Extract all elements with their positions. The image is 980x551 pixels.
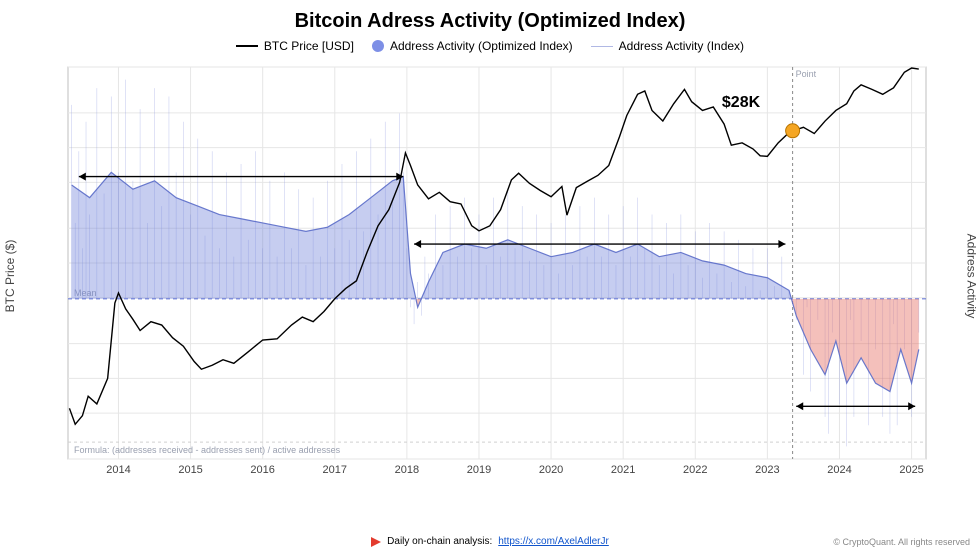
svg-text:Point: Point [796, 69, 817, 79]
legend-item-optimized: Address Activity (Optimized Index) [372, 39, 573, 53]
svg-text:2020: 2020 [539, 464, 563, 476]
footer-link[interactable]: https://x.com/AxelAdlerJr [498, 536, 609, 547]
svg-text:2023: 2023 [755, 464, 779, 476]
legend: BTC Price [USD] Address Activity (Optimi… [0, 39, 980, 53]
y-axis-right-label: Address Activity [965, 233, 979, 318]
svg-text:2018: 2018 [395, 464, 419, 476]
svg-text:2019: 2019 [467, 464, 491, 476]
svg-text:2024: 2024 [827, 464, 851, 476]
svg-text:2016: 2016 [250, 464, 274, 476]
legend-item-price: BTC Price [USD] [236, 39, 354, 53]
svg-text:2021: 2021 [611, 464, 635, 476]
play-icon [371, 537, 381, 547]
svg-text:Formula: (addresses received -: Formula: (addresses received - addresses… [74, 445, 341, 455]
svg-text:2015: 2015 [178, 464, 202, 476]
dot-icon [372, 40, 384, 52]
line-icon [236, 45, 258, 47]
chart-svg: 4010020040010002K4K10K20K40K100K-0.2500.… [64, 61, 930, 481]
copyright: © CryptoQuant. All rights reserved [833, 537, 970, 547]
svg-text:2022: 2022 [683, 464, 707, 476]
footer-text: Daily on-chain analysis: [387, 536, 492, 547]
svg-text:2014: 2014 [106, 464, 130, 476]
thin-line-icon [591, 46, 613, 47]
legend-item-index: Address Activity (Index) [591, 39, 744, 53]
svg-text:$28K: $28K [722, 94, 761, 111]
legend-label: Address Activity (Optimized Index) [390, 39, 573, 53]
svg-text:2025: 2025 [899, 464, 923, 476]
svg-text:2017: 2017 [323, 464, 347, 476]
y-axis-left-label: BTC Price ($) [3, 239, 17, 312]
legend-label: Address Activity (Index) [619, 39, 744, 53]
legend-label: BTC Price [USD] [264, 39, 354, 53]
chart-area: 4010020040010002K4K10K20K40K100K-0.2500.… [64, 61, 930, 481]
chart-title: Bitcoin Adress Activity (Optimized Index… [0, 0, 980, 33]
